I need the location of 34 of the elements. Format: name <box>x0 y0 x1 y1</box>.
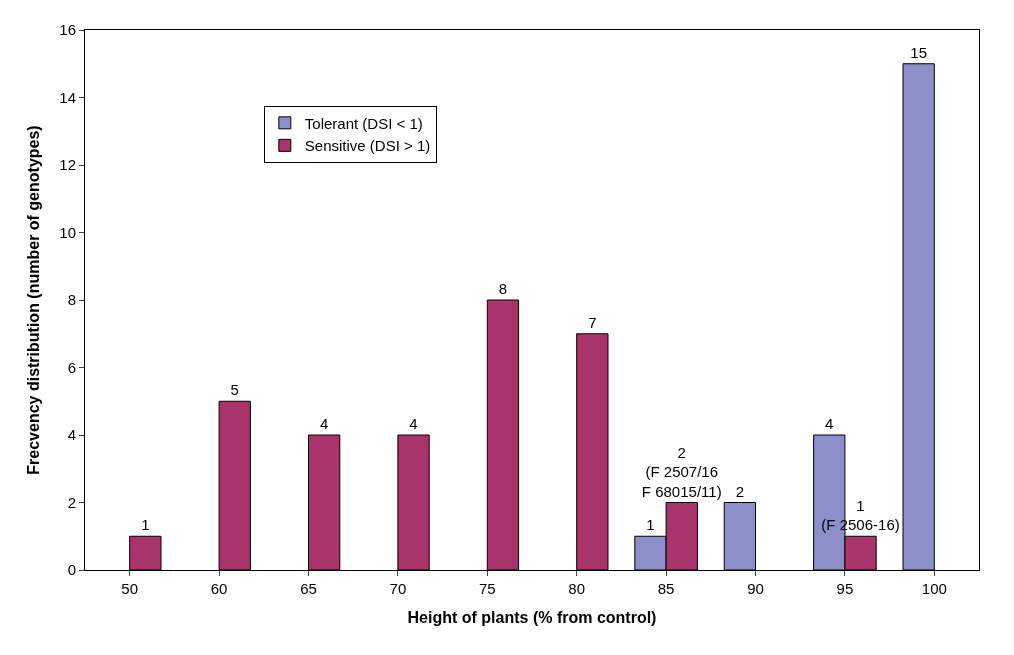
x-tick-label: 90 <box>747 580 764 597</box>
x-tick-label: 65 <box>300 580 317 597</box>
data-label: 15 <box>910 43 927 61</box>
data-label: 2 <box>735 482 745 500</box>
data-label: 8 <box>498 280 508 297</box>
x-axis-title: Height of plants (% from control) <box>407 608 657 626</box>
y-axis-title: Frecvency distribution (number of genotypes) <box>25 125 43 475</box>
y-tick-label: 4 <box>67 426 76 444</box>
y-tick-label: 2 <box>67 493 76 511</box>
data-label: 1 <box>141 516 150 534</box>
x-tick-label: 100 <box>921 580 947 597</box>
y-tick-label: 14 <box>59 88 76 106</box>
x-tick-label: 80 <box>568 580 586 597</box>
data-label: 4 <box>825 415 834 432</box>
y-tick-label: 10 <box>59 223 76 241</box>
y-tick-label: 12 <box>59 156 76 174</box>
x-tick-label: 70 <box>389 580 407 597</box>
x-tick-label: 85 <box>657 580 675 597</box>
data-label: 4 <box>409 415 418 432</box>
y-tick-label: 0 <box>67 561 76 579</box>
x-tick-label: 60 <box>210 580 228 597</box>
data-label: 5 <box>230 381 239 399</box>
data-label: 2 (F 2507/16 F 68015/11) <box>641 443 722 500</box>
x-tick-label: 75 <box>478 580 496 597</box>
y-tick-label: 16 <box>59 21 76 39</box>
data-label: 1 <box>646 516 655 534</box>
legend-label: Sensitive (DSI > 1) <box>304 137 431 155</box>
x-tick-label: 95 <box>836 580 854 597</box>
legend-label: Tolerant (DSI < 1) <box>304 114 423 132</box>
data-label: 4 <box>319 415 329 432</box>
data-label: 7 <box>588 313 597 331</box>
y-tick-label: 8 <box>67 291 76 309</box>
x-tick-label: 50 <box>121 580 139 597</box>
y-tick-label: 6 <box>67 358 76 376</box>
